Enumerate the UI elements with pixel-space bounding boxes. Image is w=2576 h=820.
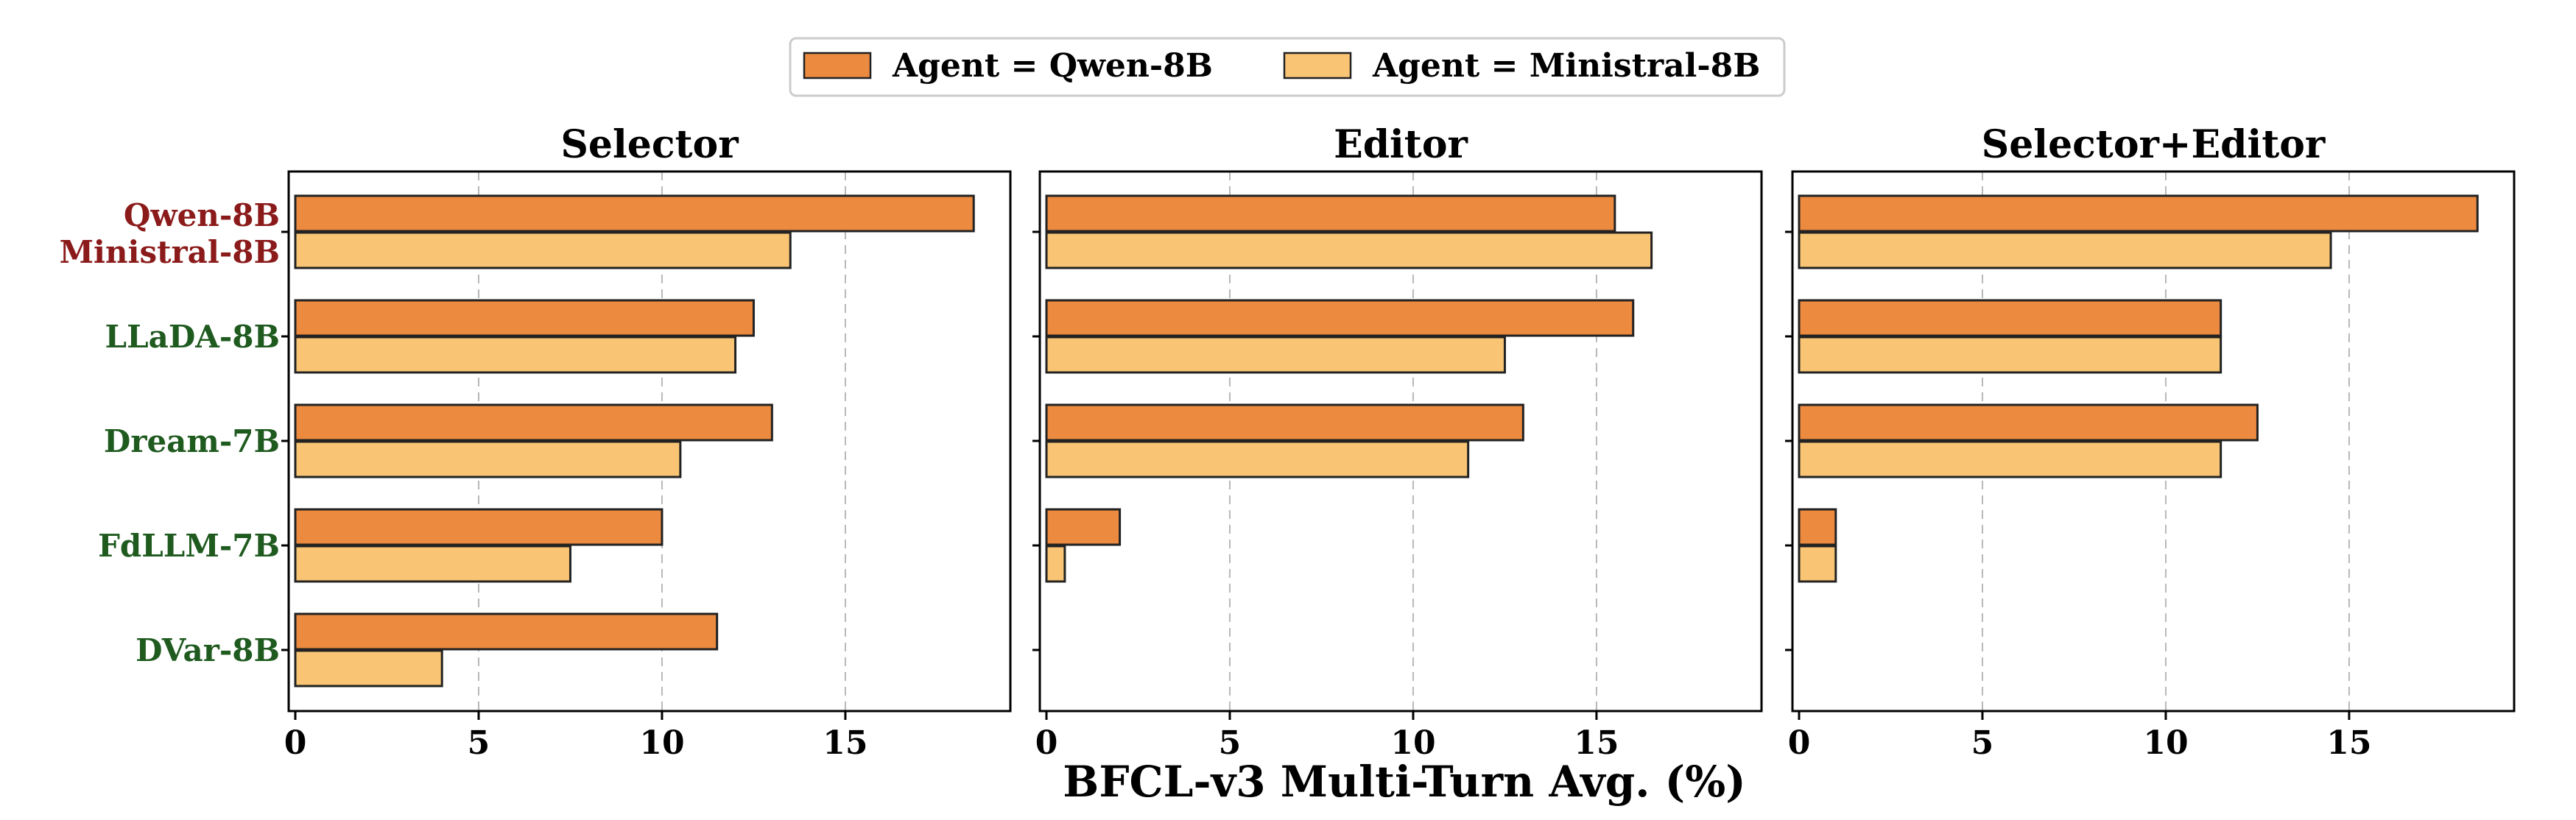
panel-selector-editor: Selector+Editor 0 5 10 15: [1785, 122, 2516, 762]
legend-label-qwen: Agent = Qwen-8B: [892, 47, 1213, 85]
bar-dvar-8b-ministral: [294, 649, 443, 688]
bar-llada-8b-qwen: [1045, 299, 1635, 337]
x-tick-label: 15: [823, 724, 868, 762]
panel-editor: Editor 0 5 10 15: [1032, 122, 1763, 762]
bar-qwen-8b-ministral: [1798, 231, 2332, 269]
bar-llada-8b-ministral: [1045, 336, 1506, 374]
x-axis-label: BFCL-v3 Multi-Turn Avg. (%): [1063, 757, 1745, 807]
bar-llada-8b-ministral: [294, 336, 737, 374]
panel-selector: Selector 0 5 10 15: [281, 122, 1012, 762]
bar-qwen-8b-ministral: [294, 231, 792, 269]
bar-fdllm-7b-ministral: [294, 545, 571, 583]
bar-dream-7b-qwen: [294, 403, 773, 442]
bar-fdllm-7b-qwen: [1798, 508, 1837, 546]
legend-swatch-ministral: [1283, 52, 1352, 79]
category-label-ministral-8b: Ministral-8B: [60, 234, 280, 270]
bar-fdllm-7b-ministral: [1045, 545, 1066, 583]
bar-dream-7b-ministral: [1798, 440, 2223, 478]
x-tick-label: 0: [1788, 724, 1811, 762]
x-tick-label: 5: [468, 724, 490, 762]
bar-qwen-8b-qwen: [1045, 194, 1616, 233]
bar-dream-7b-qwen: [1045, 403, 1524, 442]
legend-label-ministral: Agent = Ministral-8B: [1372, 47, 1760, 85]
bar-dvar-8b-qwen: [294, 612, 719, 651]
panel-frame: [1791, 170, 2516, 713]
panel-title: Selector+Editor: [1982, 122, 2326, 167]
x-tick-label: 15: [1574, 724, 1619, 762]
category-label-fdllm-7b: FdLLM-7B: [98, 528, 280, 564]
legend: Agent = Qwen-8B Agent = Ministral-8B: [789, 37, 1786, 97]
x-tick-label: 5: [1971, 724, 1994, 762]
x-tick-label: 0: [1035, 724, 1058, 762]
bar-llada-8b-qwen: [1798, 299, 2223, 337]
x-tick-label: 15: [2326, 724, 2371, 762]
category-label-dvar-8b: DVar-8B: [136, 632, 280, 668]
panel-title: Selector: [560, 122, 739, 167]
bar-fdllm-7b-qwen: [294, 508, 664, 546]
legend-swatch-qwen: [803, 52, 872, 79]
bar-fdllm-7b-ministral: [1798, 545, 1837, 583]
bar-fdllm-7b-qwen: [1045, 508, 1122, 546]
bar-qwen-8b-qwen: [294, 194, 975, 233]
bar-llada-8b-ministral: [1798, 336, 2223, 374]
bar-qwen-8b-ministral: [1045, 231, 1653, 269]
bar-dream-7b-qwen: [1798, 403, 2259, 442]
category-label-qwen-8b: Qwen-8B: [124, 197, 280, 233]
category-label-dream-7b: Dream-7B: [104, 423, 280, 459]
x-tick-label: 10: [1390, 724, 1435, 762]
panel-frame: [1038, 170, 1763, 713]
bar-qwen-8b-qwen: [1798, 194, 2479, 233]
bar-llada-8b-qwen: [294, 299, 755, 337]
category-label-llada-8b: LLaDA-8B: [105, 319, 280, 355]
x-tick-label: 5: [1219, 724, 1242, 762]
panel-title: Editor: [1334, 122, 1468, 167]
bar-dream-7b-ministral: [294, 440, 682, 478]
x-tick-label: 10: [639, 724, 684, 762]
bar-dream-7b-ministral: [1045, 440, 1470, 478]
x-tick-label: 0: [284, 724, 307, 762]
x-tick-label: 10: [2143, 724, 2188, 762]
panel-frame: [287, 170, 1012, 713]
